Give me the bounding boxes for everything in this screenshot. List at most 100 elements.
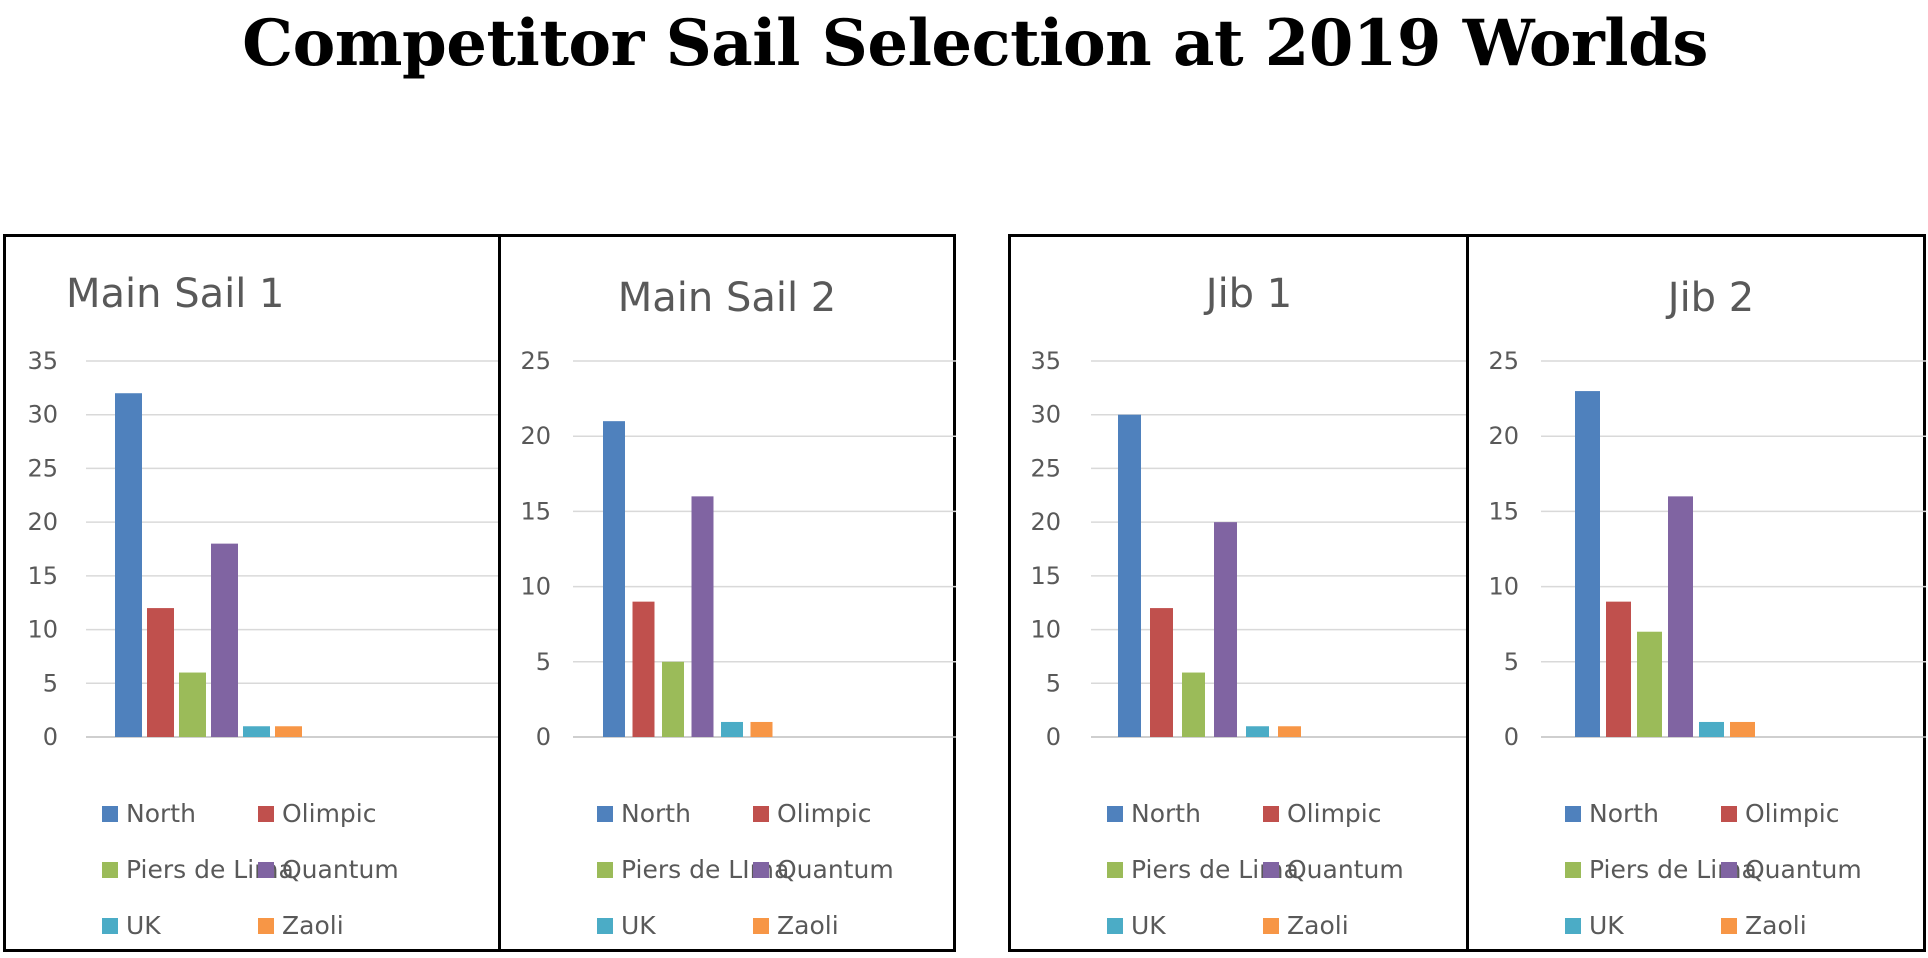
legend-swatch: [258, 861, 274, 878]
y-tick-label: 0: [536, 723, 551, 751]
y-tick-label: 30: [1030, 401, 1061, 429]
legend-item: Olimpic: [1263, 799, 1381, 828]
legend-swatch: [1721, 861, 1737, 878]
y-tick-label: 10: [1488, 573, 1519, 601]
bar-chart: 0 5 10 15 20 25: [520, 347, 956, 751]
legend-item: Olimpic: [753, 799, 871, 828]
y-tick-label: 5: [1046, 669, 1061, 697]
legend-swatch: [1263, 805, 1279, 822]
legend-swatch: [1263, 861, 1279, 878]
legend-label: North: [1131, 799, 1201, 828]
chart-panel-main-sail-2: Main Sail 2 0 5 10 15 20 25 North Olimpic Piers …: [498, 234, 956, 952]
legend-label: Olimpic: [1287, 799, 1382, 828]
y-tick-label: 25: [27, 454, 58, 482]
legend-item: Zaoli: [1721, 911, 1807, 940]
legend-label: Zaoli: [1287, 911, 1349, 940]
legend-label: North: [1589, 799, 1659, 828]
y-tick-label: 25: [1030, 454, 1061, 482]
y-tick-label: 5: [1504, 648, 1519, 676]
legend-label: Quantum: [777, 855, 894, 884]
y-tick-label: 20: [1030, 508, 1061, 536]
chart-panel-jib-2: Jib 2 0 5 10 15 20 25 North Olimpic Piers de Lim…: [1466, 234, 1926, 952]
y-tick-label: 15: [27, 562, 58, 590]
legend-item: Quantum: [258, 855, 399, 884]
legend-item: North: [1565, 799, 1659, 828]
bar-piers-de-lima: [1637, 631, 1662, 737]
legend-swatch: [1107, 805, 1123, 822]
bar-zaoli: [750, 721, 773, 737]
bar-uk: [1699, 721, 1724, 737]
legend-label: North: [126, 799, 196, 828]
legend-item: Zaoli: [1263, 911, 1349, 940]
chart-title: Main Sail 2: [617, 275, 837, 321]
bar-north: [1575, 391, 1600, 737]
y-tick-label: 20: [520, 422, 551, 450]
legend-item: Quantum: [1721, 855, 1862, 884]
legend-item: North: [1107, 799, 1201, 828]
legend-swatch: [753, 861, 769, 878]
legend-swatch: [102, 805, 118, 822]
legend-swatch: [1565, 805, 1581, 822]
legend-swatch: [102, 861, 118, 878]
bar-uk: [1246, 726, 1269, 737]
y-tick-label: 35: [27, 347, 58, 375]
legend-swatch: [753, 805, 769, 822]
bar-chart: 0 5 10 15 20 25 30 35: [27, 347, 502, 751]
legend-swatch: [1263, 917, 1279, 934]
legend-item: UK: [102, 911, 161, 940]
bar-quantum: [211, 543, 238, 737]
legend-item: Zaoli: [753, 911, 839, 940]
legend-label: Zaoli: [1745, 911, 1807, 940]
legend-item: Olimpic: [258, 799, 376, 828]
bar-piers-de-lima: [662, 661, 684, 737]
legend: North Olimpic Piers de Lima Quantum UK Zaoli: [1011, 779, 1467, 949]
legend-label: UK: [621, 911, 656, 940]
legend-item: UK: [1107, 911, 1166, 940]
legend-label: Olimpic: [1745, 799, 1840, 828]
chart-panel-jib-1: Jib 1 0 5 10 15 20 25 30 35 North Olimpic Piers de…: [1008, 234, 1470, 952]
bar-piers-de-lima: [179, 672, 206, 737]
legend-item: North: [597, 799, 691, 828]
y-tick-label: 0: [1504, 723, 1519, 751]
chart-title: Jib 2: [1667, 275, 1755, 321]
legend-label: Olimpic: [282, 799, 377, 828]
y-tick-label: 0: [43, 723, 58, 751]
bar-olimpic: [632, 601, 655, 737]
y-tick-label: 15: [1030, 562, 1061, 590]
legend-label: Zaoli: [282, 911, 344, 940]
y-tick-label: 15: [1488, 497, 1519, 525]
legend-label: Zaoli: [777, 911, 839, 940]
legend-label: Quantum: [1287, 855, 1404, 884]
legend-swatch: [258, 917, 274, 934]
legend-label: Quantum: [1745, 855, 1862, 884]
y-tick-label: 25: [520, 347, 551, 375]
bar-zaoli: [1278, 726, 1301, 737]
legend-swatch: [597, 861, 613, 878]
legend-label: Olimpic: [777, 799, 872, 828]
bar-olimpic: [147, 608, 174, 737]
y-tick-label: 25: [1488, 347, 1519, 375]
bar-north: [115, 393, 142, 737]
legend-item: Quantum: [1263, 855, 1404, 884]
legend-swatch: [1107, 917, 1123, 934]
bar-north: [603, 421, 625, 737]
legend-item: Piers de Lima: [102, 855, 294, 884]
y-tick-label: 0: [1046, 723, 1061, 751]
bar-chart: 0 5 10 15 20 25 30 35: [1030, 347, 1470, 751]
legend-item: Zaoli: [258, 911, 344, 940]
y-tick-label: 35: [1030, 347, 1061, 375]
legend-item: Olimpic: [1721, 799, 1839, 828]
legend-item: North: [102, 799, 196, 828]
legend-label: UK: [126, 911, 161, 940]
legend-item: Quantum: [753, 855, 894, 884]
legend-label: UK: [1589, 911, 1624, 940]
bar-quantum: [691, 496, 714, 737]
legend: North Olimpic Piers de Lima Quantum UK Zaoli: [1469, 779, 1923, 949]
legend-swatch: [1565, 861, 1581, 878]
y-tick-label: 20: [1488, 422, 1519, 450]
bar-olimpic: [1606, 601, 1631, 737]
bar-uk: [243, 726, 270, 737]
y-tick-label: 5: [536, 648, 551, 676]
legend-label: North: [621, 799, 691, 828]
bar-quantum: [1668, 496, 1693, 737]
